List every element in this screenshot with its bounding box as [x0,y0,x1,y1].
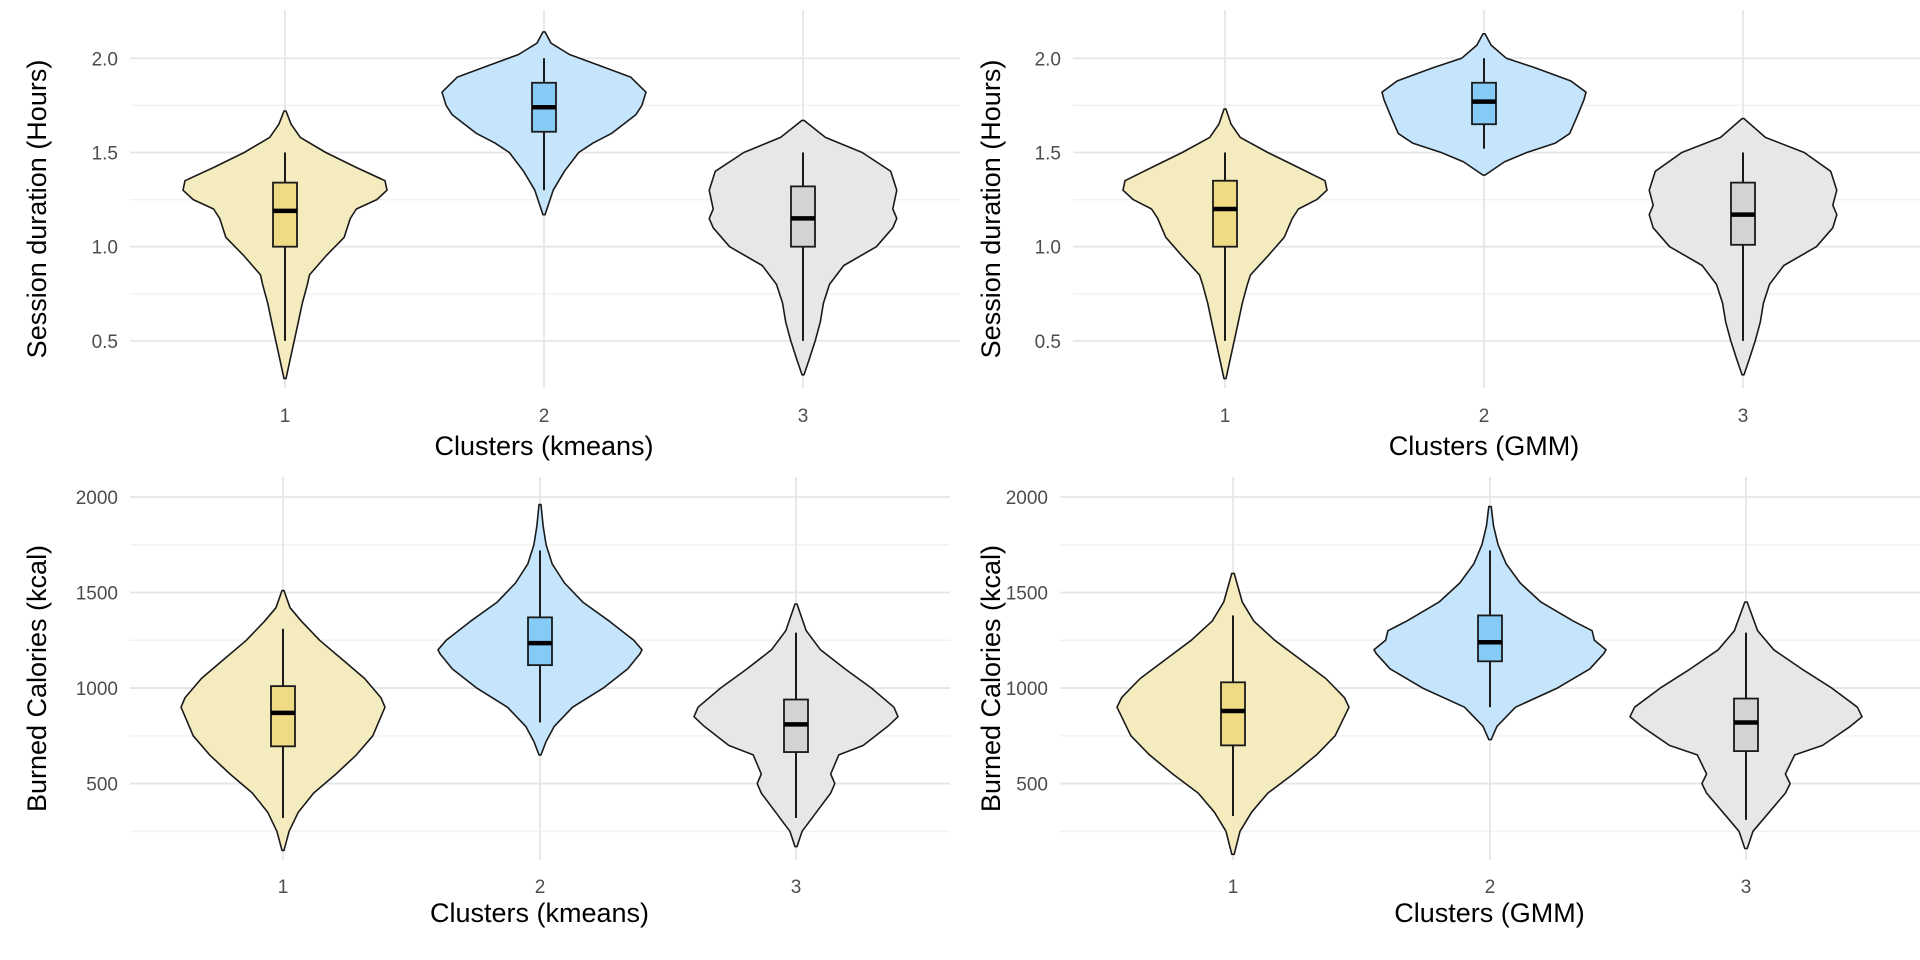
x-tick-label: 1 [1228,877,1239,898]
violin-cluster-3 [1629,601,1863,850]
x-tick-label: 1 [1220,406,1231,427]
violin-cluster-3 [1648,117,1838,376]
violin-cluster-2 [1381,33,1587,176]
x-tick-label: 3 [791,877,802,898]
x-axis-title: Clusters (kmeans) [434,431,653,461]
box-iqr [1733,697,1759,753]
x-tick-label: 3 [798,406,809,427]
y-tick-label: 2.0 [1035,49,1061,70]
y-tick-label: 1000 [76,679,118,700]
y-axis-title: Burned Calories (kcal) [22,545,52,812]
y-tick-label: 1.5 [92,143,118,164]
x-tick-label: 1 [280,406,291,427]
box-iqr [1477,614,1503,663]
violin-cluster-1 [180,589,386,852]
y-axis-title: Session duration (Hours) [22,60,52,359]
y-tick-label: 1.5 [1035,143,1061,164]
y-tick-label: 2.0 [92,49,118,70]
y-tick-label: 1000 [1006,679,1048,700]
y-axis-title: Session duration (Hours) [976,60,1006,359]
panel-calories-kmeans: 500 1000 1500 2000 1 2 3 Clusters (kmeans) Burne… [22,477,950,928]
box-iqr [270,685,296,748]
x-tick-label: 2 [539,406,550,427]
violin-cluster-3 [708,119,898,376]
violin-cluster-2 [1373,505,1607,741]
x-tick-label: 3 [1741,877,1752,898]
y-tick-label: 500 [86,775,118,796]
x-axis-title: Clusters (GMM) [1394,898,1585,928]
panel-session-kmeans: 0.5 1.0 1.5 2.0 1 2 3 Clusters (kmeans) Session … [22,10,960,461]
x-tick-label: 2 [1485,877,1496,898]
panel-session-gmm: 0.5 1.0 1.5 2.0 1 2 3 Clusters (GMM) Session dur… [976,10,1920,461]
y-tick-label: 0.5 [92,332,118,353]
x-tick-label: 2 [535,877,546,898]
y-tick-label: 1500 [76,584,118,605]
panel-calories-gmm: 500 1000 1500 2000 1 2 3 Clusters (GMM) Burned C… [976,477,1920,928]
y-tick-label: 2000 [76,488,118,509]
y-tick-label: 1.0 [92,238,118,259]
box-iqr [1212,179,1238,248]
y-tick-label: 1500 [1006,584,1048,605]
box-iqr [272,181,298,248]
violin-cluster-2 [441,31,647,216]
y-tick-label: 500 [1016,775,1048,796]
violin-cluster-1 [1122,108,1328,380]
y-tick-label: 0.5 [1035,332,1061,353]
x-axis-title: Clusters (GMM) [1389,431,1580,461]
violin-cluster-2 [437,503,643,756]
x-tick-label: 1 [278,877,289,898]
violin-cluster-1 [182,110,388,380]
x-axis-title: Clusters (kmeans) [430,898,649,928]
x-tick-label: 2 [1479,406,1490,427]
x-tick-label: 3 [1738,406,1749,427]
violin-cluster-1 [1116,572,1350,856]
y-tick-label: 1.0 [1035,238,1061,259]
y-axis-title: Burned Calories (kcal) [976,545,1006,812]
violin-cluster-3 [693,603,899,848]
y-tick-label: 2000 [1006,488,1048,509]
box-iqr [1220,681,1246,747]
